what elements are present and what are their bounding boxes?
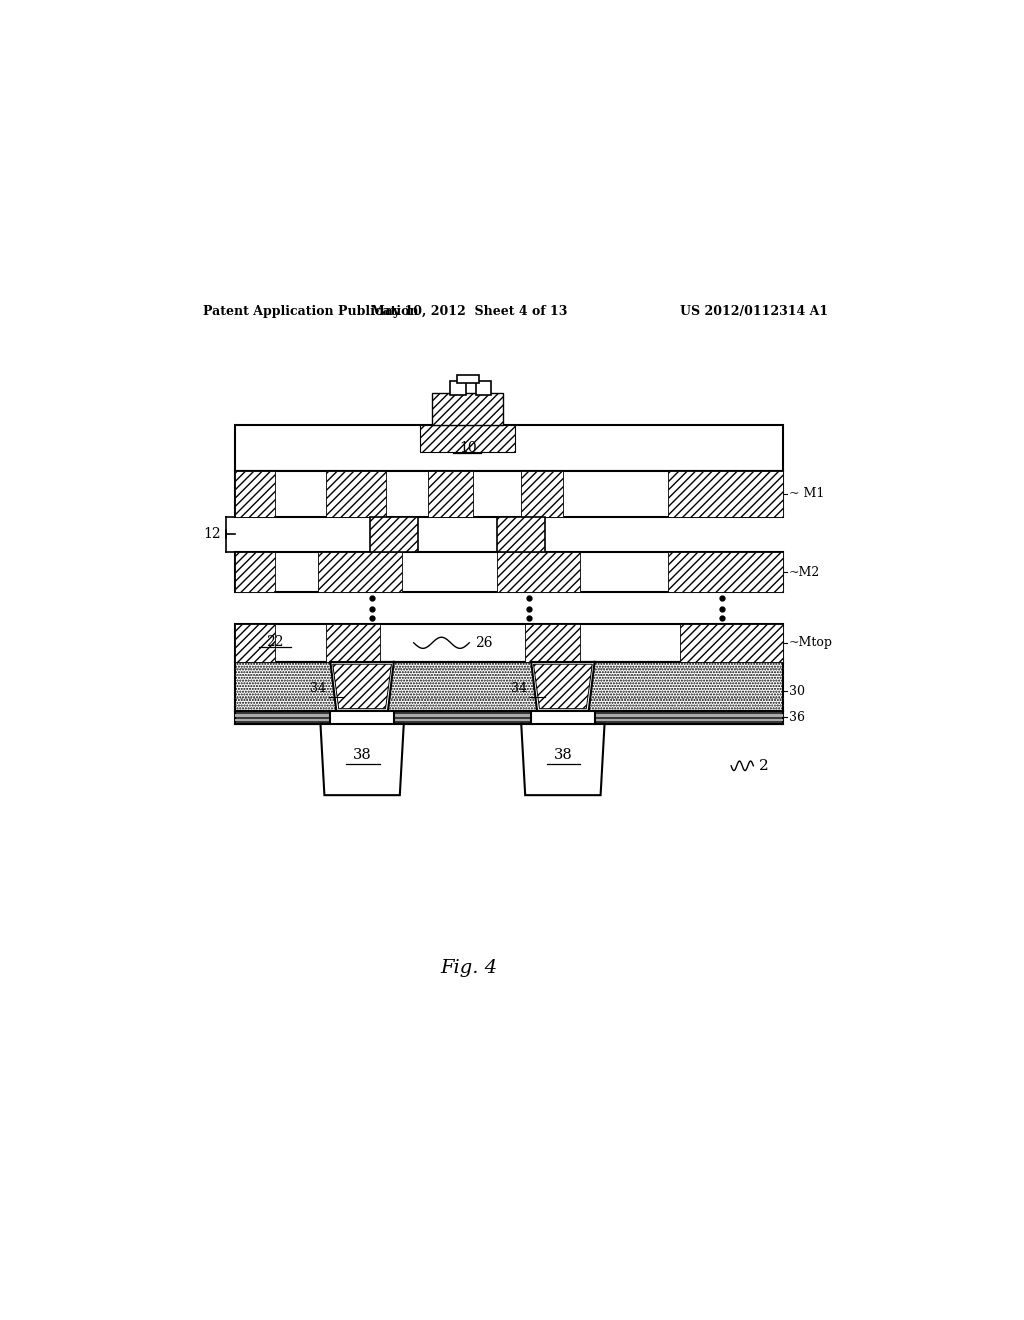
Bar	[680, 624, 782, 661]
Bar	[458, 375, 479, 383]
Bar	[477, 407, 497, 425]
Bar	[236, 624, 274, 661]
Bar	[370, 516, 418, 552]
Text: Fig. 4: Fig. 4	[440, 960, 498, 977]
Polygon shape	[331, 661, 394, 711]
Bar	[318, 552, 401, 591]
Bar	[442, 407, 462, 425]
Polygon shape	[333, 664, 391, 709]
Bar	[458, 412, 477, 425]
Bar	[668, 552, 782, 591]
Text: 34: 34	[310, 682, 327, 696]
Bar	[420, 425, 515, 453]
Text: 26: 26	[475, 636, 493, 649]
Text: 12: 12	[203, 528, 221, 541]
Text: US 2012/0112314 A1: US 2012/0112314 A1	[680, 305, 827, 318]
Polygon shape	[521, 723, 604, 795]
Bar	[521, 471, 563, 516]
Polygon shape	[321, 723, 403, 795]
Bar	[497, 516, 545, 552]
Bar	[236, 471, 274, 516]
Text: ~M2: ~M2	[790, 566, 820, 578]
Bar	[331, 711, 394, 723]
Text: May 10, 2012  Sheet 4 of 13: May 10, 2012 Sheet 4 of 13	[371, 305, 567, 318]
Text: ~ M1: ~ M1	[790, 487, 824, 500]
Bar	[327, 624, 380, 661]
Bar	[236, 471, 782, 516]
Polygon shape	[534, 664, 592, 709]
Bar	[524, 624, 581, 661]
Bar	[428, 471, 473, 516]
Text: 30: 30	[790, 685, 805, 698]
Bar	[497, 552, 581, 591]
Bar	[236, 552, 782, 591]
Bar	[236, 714, 782, 717]
Text: 2: 2	[759, 759, 769, 772]
Bar	[236, 552, 274, 591]
Text: 38: 38	[554, 748, 572, 762]
Bar	[236, 711, 782, 723]
Text: 38: 38	[352, 748, 372, 762]
Bar	[451, 381, 466, 395]
Bar	[236, 661, 782, 711]
Text: Patent Application Publication: Patent Application Publication	[204, 305, 419, 318]
Text: ~Mtop: ~Mtop	[790, 636, 834, 649]
Bar	[475, 381, 492, 395]
Bar	[531, 711, 595, 723]
Polygon shape	[531, 661, 595, 711]
Text: 34: 34	[511, 682, 527, 696]
Bar	[236, 718, 782, 721]
Bar	[236, 624, 782, 661]
Bar	[236, 425, 782, 471]
Bar	[327, 471, 386, 516]
Text: 36: 36	[790, 711, 805, 723]
Text: 10: 10	[459, 441, 476, 454]
Bar	[668, 471, 782, 516]
Bar	[432, 393, 504, 425]
Text: 22: 22	[266, 635, 284, 649]
